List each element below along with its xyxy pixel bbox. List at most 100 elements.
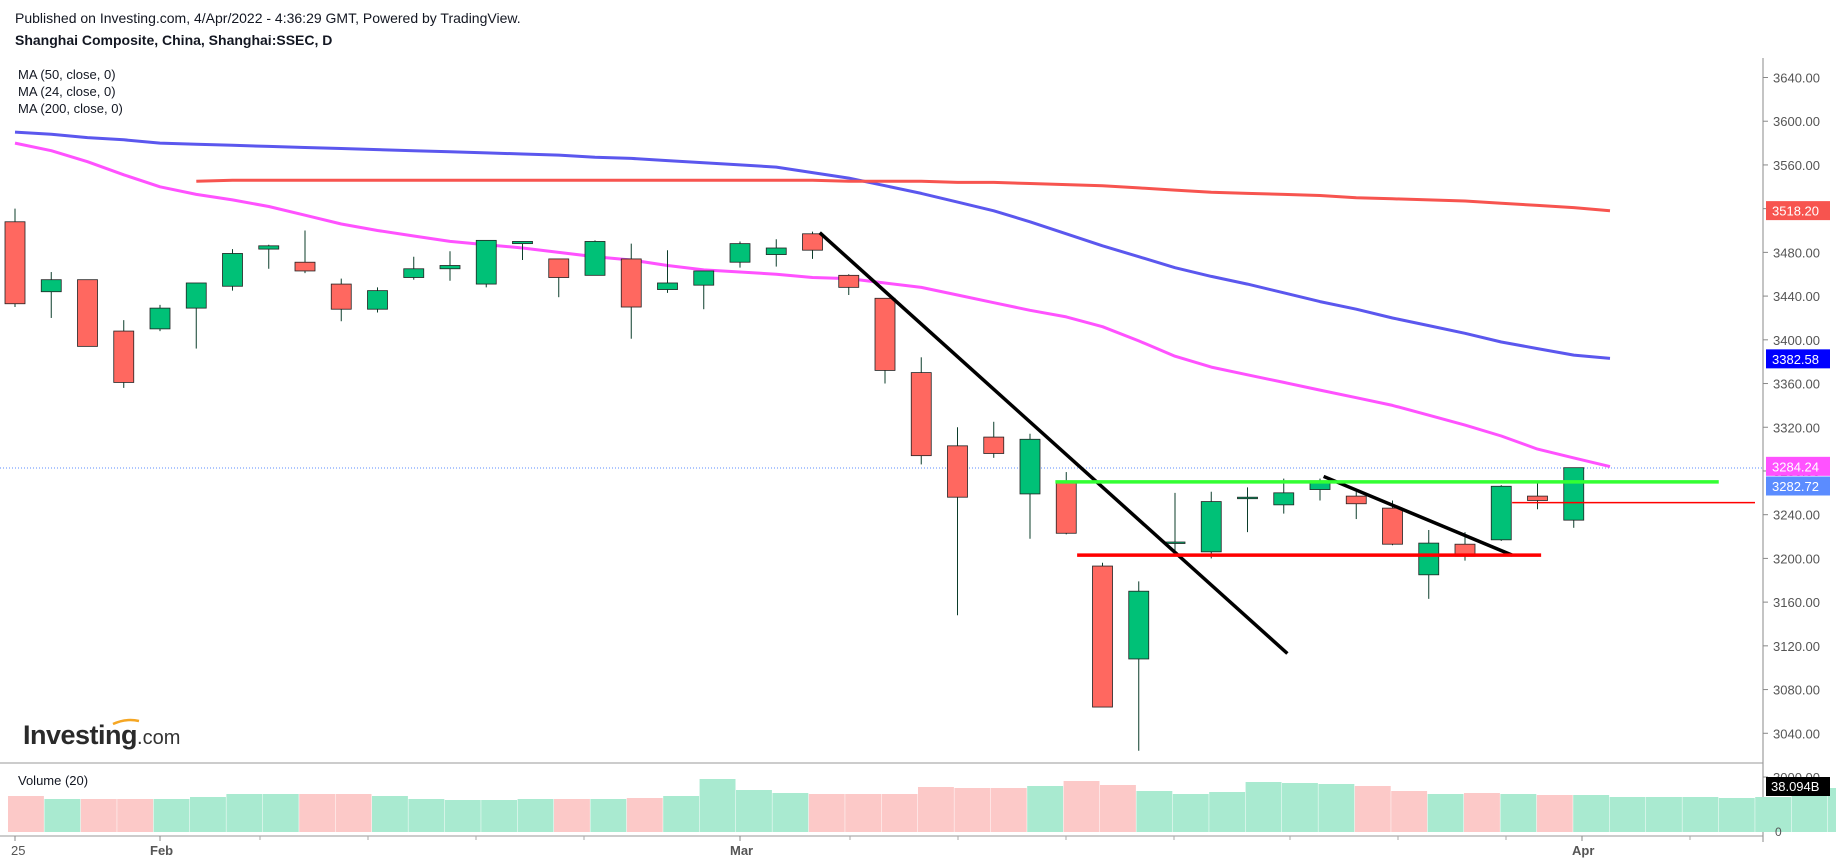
volume-bar: [1828, 788, 1836, 832]
candle-body: [77, 279, 98, 347]
price-label: 3518.20: [1772, 204, 1819, 219]
candle: [838, 274, 860, 296]
candle-body: [258, 245, 280, 250]
price-labels: 3518.20 3382.58 3284.24 3282.72: [1766, 201, 1830, 496]
volume-bar: [1136, 791, 1173, 832]
price-tick-label: 3120.00: [1773, 639, 1820, 654]
volume-bar: [1536, 795, 1573, 832]
candle: [1527, 481, 1548, 510]
volume-legend[interactable]: Volume (20): [18, 773, 89, 788]
trend-drawings: [818, 231, 1755, 655]
volume-bar: [554, 799, 590, 832]
time-tick-label: 25: [11, 843, 25, 858]
candle-body: [1382, 507, 1403, 545]
volume-bar: [408, 799, 445, 832]
candle: [802, 231, 823, 259]
volume-bar: [736, 790, 772, 832]
candle-body: [874, 297, 896, 371]
ma-legend-item[interactable]: MA (200, close, 0): [18, 101, 123, 116]
candle: [1128, 581, 1150, 751]
candle-body: [1237, 496, 1258, 500]
logo-name: Investing: [23, 720, 138, 750]
volume-bar: [1100, 785, 1136, 832]
candle: [1382, 500, 1403, 546]
price-tick-label: 3160.00: [1773, 595, 1820, 610]
grid: [0, 58, 1764, 842]
candle: [1237, 487, 1258, 533]
price-tick-label: 3600.00: [1773, 114, 1820, 129]
candle-body: [1164, 541, 1186, 544]
logo-suffix: .com: [137, 727, 181, 749]
candle: [1273, 478, 1295, 514]
candle: [874, 297, 896, 384]
time-tick-label: Apr: [1572, 843, 1594, 858]
candle-body: [367, 290, 388, 310]
symbol-title: Shanghai Composite, China, Shanghai:SSEC…: [15, 32, 333, 48]
candle-body: [548, 258, 570, 278]
candle-body: [657, 282, 678, 290]
price-tick-label: 3240.00: [1773, 508, 1820, 523]
volume-bar: [8, 796, 44, 832]
candle: [1164, 492, 1186, 551]
volume-bar: [1245, 782, 1282, 832]
ma-legend-item[interactable]: MA (24, close, 0): [18, 84, 116, 99]
volume-zero-label: 0: [1775, 825, 1782, 839]
volume-bar: [881, 794, 918, 832]
candle: [657, 250, 678, 293]
volume-bar: [1318, 784, 1355, 832]
time-tick-label: Feb: [150, 843, 173, 858]
volume-bar: [808, 794, 845, 832]
moving-average-line: [14, 141, 1611, 469]
price-label: 3282.72: [1772, 479, 1819, 494]
volume-bar: [663, 796, 700, 832]
candle: [403, 256, 425, 280]
candle-body: [439, 265, 461, 270]
candle: [1092, 562, 1113, 708]
time-axis: 25 Feb Mar Apr: [11, 836, 1691, 858]
candle: [983, 421, 1005, 458]
time-tick-label: Mar: [730, 843, 753, 858]
volume-bar: [772, 793, 809, 832]
volume-bar: [1718, 798, 1755, 832]
moving-averages: [14, 130, 1611, 469]
price-tick-label: 3320.00: [1773, 420, 1820, 435]
candle: [439, 251, 461, 281]
price-label-badge: [1766, 201, 1830, 221]
ma-legend-item[interactable]: MA (50, close, 0): [18, 67, 116, 82]
volume-bar: [990, 788, 1027, 832]
candle-body: [149, 307, 171, 330]
volume-bar: [1682, 797, 1719, 832]
volume-bar: [481, 800, 518, 832]
volume-bar: [44, 799, 81, 832]
candle-body: [983, 436, 1005, 454]
volume-bar: [1791, 792, 1828, 832]
candle-body: [1345, 495, 1367, 505]
candle-body: [403, 268, 425, 278]
candle-body: [947, 445, 968, 498]
candle-body: [222, 253, 243, 287]
volume-bar: [517, 799, 554, 832]
candle-body: [729, 243, 751, 263]
candle-body: [475, 239, 497, 285]
candle: [475, 239, 497, 288]
candle: [1563, 467, 1585, 528]
candle: [729, 241, 751, 268]
candle-body: [40, 279, 62, 293]
candle: [1200, 491, 1222, 559]
volume-bar: [1427, 794, 1464, 832]
volume-bar: [1609, 797, 1646, 832]
moving-average-line: [196, 178, 1611, 213]
candle: [113, 320, 135, 388]
candle: [367, 287, 388, 313]
candle: [258, 244, 280, 269]
trend-line: [818, 231, 1289, 655]
price-tick-label: 3400.00: [1773, 333, 1820, 348]
candle: [1019, 433, 1041, 539]
candle-body: [185, 282, 207, 309]
volume-bar: [845, 794, 882, 832]
volume-bar: [1027, 786, 1064, 832]
candle-body: [620, 258, 642, 308]
volume-bar: [1282, 783, 1318, 832]
candle: [620, 243, 642, 339]
